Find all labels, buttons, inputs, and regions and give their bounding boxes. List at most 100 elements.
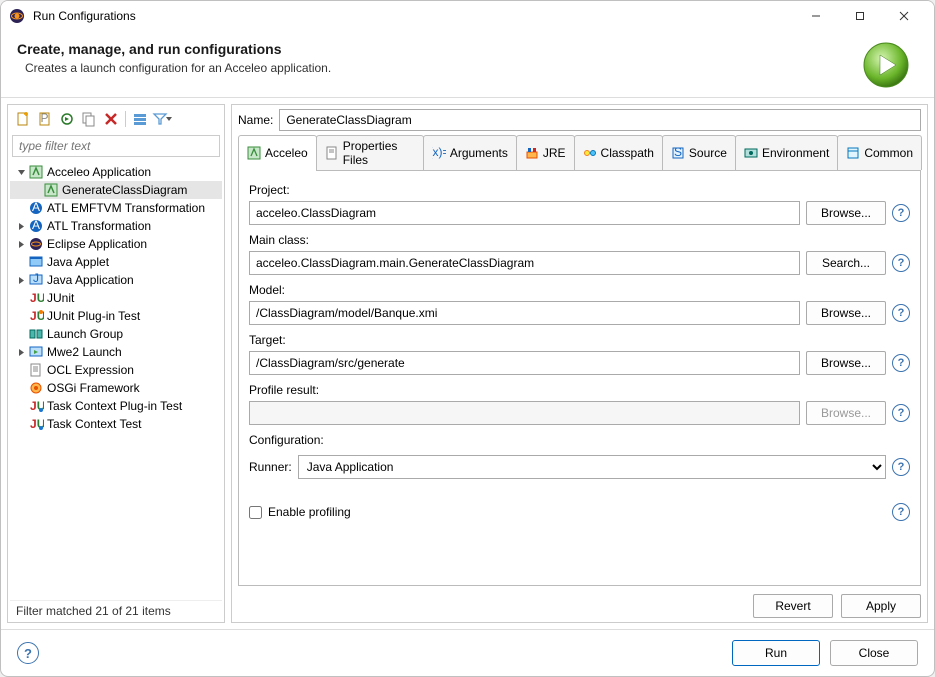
tree-item-acceleo-application[interactable]: Acceleo Application bbox=[10, 163, 222, 181]
footer-buttons: Run Close bbox=[732, 640, 918, 666]
project-browse-button[interactable]: Browse... bbox=[806, 201, 886, 225]
target-browse-button[interactable]: Browse... bbox=[806, 351, 886, 375]
junit-plugin-icon: JU bbox=[28, 308, 44, 324]
target-row: Browse... ? bbox=[249, 351, 910, 375]
tab-properties-files[interactable]: Properties Files bbox=[316, 135, 424, 170]
name-row: Name: bbox=[238, 109, 921, 131]
tree-item-junit-plug-in-test[interactable]: JUJUnit Plug-in Test bbox=[10, 307, 222, 325]
tree-item-mwe2-launch[interactable]: Mwe2 Launch bbox=[10, 343, 222, 361]
runner-label: Runner: bbox=[249, 460, 292, 474]
enable-profiling-checkbox[interactable] bbox=[249, 506, 262, 519]
model-input[interactable] bbox=[249, 301, 800, 325]
run-button[interactable]: Run bbox=[732, 640, 820, 666]
enable-profiling-row: Enable profiling ? bbox=[249, 503, 910, 521]
tree-item-generateclassdiagram[interactable]: GenerateClassDiagram bbox=[10, 181, 222, 199]
chevron-right-icon bbox=[14, 363, 28, 377]
chevron-right-icon[interactable] bbox=[14, 219, 28, 233]
tree-item-label: Task Context Plug-in Test bbox=[47, 399, 182, 413]
close-button[interactable] bbox=[882, 2, 926, 30]
new-config-button[interactable] bbox=[12, 109, 34, 129]
chevron-right-icon bbox=[14, 309, 28, 323]
tree-item-task-context-plug-in-test[interactable]: JUTask Context Plug-in Test bbox=[10, 397, 222, 415]
atl-icon: A bbox=[28, 218, 44, 234]
classpath-icon bbox=[583, 146, 597, 160]
common-icon bbox=[846, 146, 860, 160]
revert-button[interactable]: Revert bbox=[753, 594, 833, 618]
delete-button[interactable] bbox=[100, 109, 122, 129]
tree-item-osgi-framework[interactable]: OSGi Framework bbox=[10, 379, 222, 397]
tab-common[interactable]: Common bbox=[837, 135, 922, 170]
source-icon: S bbox=[671, 146, 685, 160]
target-label: Target: bbox=[249, 333, 910, 347]
chevron-right-icon[interactable] bbox=[14, 273, 28, 287]
svg-text:JU: JU bbox=[30, 291, 44, 305]
mainclass-search-button[interactable]: Search... bbox=[806, 251, 886, 275]
chevron-right-icon bbox=[14, 255, 28, 269]
tree-toolbar: P bbox=[10, 107, 222, 131]
new-proto-button[interactable]: P bbox=[34, 109, 56, 129]
tree-item-junit[interactable]: JUJUnit bbox=[10, 289, 222, 307]
duplicate-button[interactable] bbox=[78, 109, 100, 129]
close-dialog-button[interactable]: Close bbox=[830, 640, 918, 666]
help-icon[interactable]: ? bbox=[892, 354, 910, 372]
left-panel: P Acceleo ApplicationGenerateClassDiagra… bbox=[7, 104, 225, 623]
tree-item-ocl-expression[interactable]: OCL Expression bbox=[10, 361, 222, 379]
tree-item-task-context-test[interactable]: JUTask Context Test bbox=[10, 415, 222, 433]
tree-item-java-application[interactable]: JJava Application bbox=[10, 271, 222, 289]
tree-item-label: OCL Expression bbox=[47, 363, 134, 377]
tab-classpath[interactable]: Classpath bbox=[574, 135, 663, 170]
task-icon: JU bbox=[28, 416, 44, 432]
props-icon bbox=[325, 146, 339, 160]
tree-item-java-applet[interactable]: Java Applet bbox=[10, 253, 222, 271]
junit-icon: JU bbox=[28, 290, 44, 306]
help-icon[interactable]: ? bbox=[892, 404, 910, 422]
apply-button[interactable]: Apply bbox=[841, 594, 921, 618]
tree-item-atl-emftvm-transformation[interactable]: AATL EMFTVM Transformation bbox=[10, 199, 222, 217]
args-icon: (x)= bbox=[432, 146, 446, 160]
help-icon[interactable]: ? bbox=[17, 642, 39, 664]
tree-item-eclipse-application[interactable]: Eclipse Application bbox=[10, 235, 222, 253]
collapse-all-button[interactable] bbox=[129, 109, 151, 129]
chevron-right-icon bbox=[14, 201, 28, 215]
name-label: Name: bbox=[238, 113, 273, 127]
help-icon[interactable]: ? bbox=[892, 254, 910, 272]
tab-acceleo-panel: Project: Browse... ? Main class: Search.… bbox=[238, 171, 921, 586]
tab-source[interactable]: SSource bbox=[662, 135, 736, 170]
minimize-button[interactable] bbox=[794, 2, 838, 30]
tree-item-label: Mwe2 Launch bbox=[47, 345, 122, 359]
tab-arguments[interactable]: (x)=Arguments bbox=[423, 135, 517, 170]
acceleo-icon bbox=[43, 182, 59, 198]
profile-input bbox=[249, 401, 800, 425]
chevron-right-icon[interactable] bbox=[14, 345, 28, 359]
help-icon[interactable]: ? bbox=[892, 458, 910, 476]
config-tree[interactable]: Acceleo ApplicationGenerateClassDiagramA… bbox=[10, 161, 222, 600]
filter-button[interactable] bbox=[151, 109, 173, 129]
tree-item-launch-group[interactable]: Launch Group bbox=[10, 325, 222, 343]
tab-acceleo[interactable]: Acceleo bbox=[238, 135, 317, 170]
name-input[interactable] bbox=[279, 109, 921, 131]
tab-environment[interactable]: Environment bbox=[735, 135, 838, 170]
chevron-right-icon[interactable] bbox=[14, 237, 28, 251]
tree-item-label: JUnit bbox=[47, 291, 74, 305]
tree-item-label: ATL EMFTVM Transformation bbox=[47, 201, 205, 215]
osgi-icon bbox=[28, 380, 44, 396]
filter-input[interactable] bbox=[12, 135, 220, 157]
tree-item-atl-transformation[interactable]: AATL Transformation bbox=[10, 217, 222, 235]
model-browse-button[interactable]: Browse... bbox=[806, 301, 886, 325]
project-input[interactable] bbox=[249, 201, 800, 225]
mwe2-icon bbox=[28, 344, 44, 360]
export-button[interactable] bbox=[56, 109, 78, 129]
chevron-down-icon[interactable] bbox=[14, 165, 28, 179]
mainclass-input[interactable] bbox=[249, 251, 800, 275]
chevron-right-icon bbox=[14, 291, 28, 305]
help-icon[interactable]: ? bbox=[892, 503, 910, 521]
help-icon[interactable]: ? bbox=[892, 204, 910, 222]
help-icon[interactable]: ? bbox=[892, 304, 910, 322]
runner-select[interactable]: Java Application bbox=[298, 455, 886, 479]
tab-jre[interactable]: JRE bbox=[516, 135, 575, 170]
content-area: P Acceleo ApplicationGenerateClassDiagra… bbox=[1, 98, 934, 629]
header-title: Create, manage, and run configurations bbox=[17, 41, 331, 57]
maximize-button[interactable] bbox=[838, 2, 882, 30]
tab-label: Common bbox=[864, 146, 913, 160]
target-input[interactable] bbox=[249, 351, 800, 375]
